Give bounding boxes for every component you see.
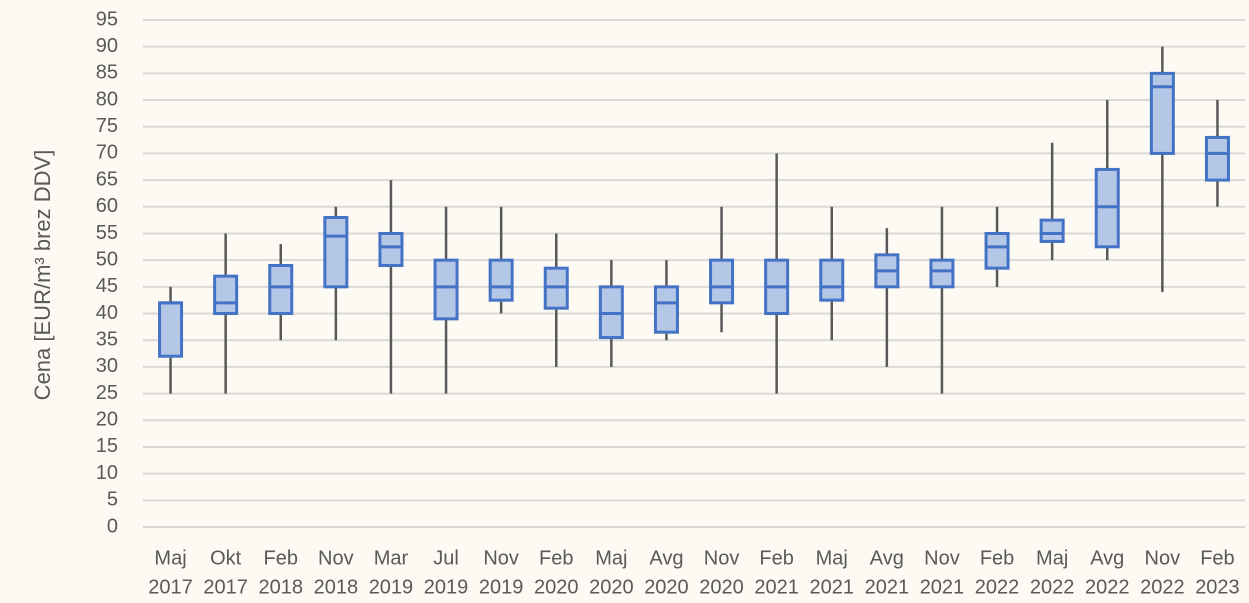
y-tick-label: 95 <box>96 8 118 30</box>
x-tick-label: Maj <box>595 547 627 569</box>
x-tick-label: 2023 <box>1195 576 1240 598</box>
y-tick-label: 70 <box>96 142 118 164</box>
x-tick-label: Nov <box>318 547 354 569</box>
y-tick-label: 40 <box>96 302 118 324</box>
y-tick-label: 0 <box>107 515 118 537</box>
y-tick-label: 15 <box>96 435 118 457</box>
x-tick-label: 2022 <box>1140 576 1185 598</box>
y-tick-label: 5 <box>107 489 118 511</box>
y-tick-label: 20 <box>96 409 118 431</box>
x-tick-label: Jul <box>433 547 459 569</box>
box <box>929 258 955 289</box>
x-tick-label: Nov <box>704 547 740 569</box>
box <box>984 231 1010 270</box>
x-tick-label: 2022 <box>975 576 1020 598</box>
x-tick-label: Feb <box>1200 547 1234 569</box>
x-tick-label: 2020 <box>534 576 579 598</box>
x-tick-label: Feb <box>264 547 298 569</box>
x-tick-label: Nov <box>483 547 519 569</box>
y-tick-label: 45 <box>96 275 118 297</box>
x-tick-label: 2020 <box>644 576 689 598</box>
box <box>213 274 239 316</box>
y-tick-label: 75 <box>96 115 118 137</box>
x-tick-label: 2019 <box>479 576 524 598</box>
box <box>378 231 404 267</box>
y-tick-label: 60 <box>96 195 118 217</box>
x-tick-label: 2018 <box>314 576 359 598</box>
y-tick-label: 55 <box>96 222 118 244</box>
x-tick-label: Nov <box>924 547 960 569</box>
x-tick-label: 2022 <box>1085 576 1130 598</box>
y-tick-label: 10 <box>96 462 118 484</box>
x-tick-label: 2020 <box>699 576 744 598</box>
y-tick-label: 85 <box>96 62 118 84</box>
box <box>1149 71 1175 155</box>
box <box>1039 218 1065 243</box>
x-tick-label: 2021 <box>810 576 855 598</box>
x-tick-label: Feb <box>539 547 573 569</box>
x-tick-label: Mar <box>374 547 409 569</box>
box <box>323 215 349 289</box>
box <box>488 258 514 302</box>
x-tick-label: 2018 <box>259 576 304 598</box>
y-tick-label: 30 <box>96 355 118 377</box>
box <box>1204 135 1230 182</box>
y-tick-label: 80 <box>96 88 118 110</box>
y-tick-label: 90 <box>96 35 118 57</box>
x-tick-label: Maj <box>154 547 186 569</box>
x-tick-label: 2019 <box>369 576 414 598</box>
x-tick-label: Nov <box>1145 547 1181 569</box>
x-tick-label: 2017 <box>148 576 193 598</box>
x-tick-label: 2017 <box>203 576 248 598</box>
x-tick-label: Feb <box>980 547 1014 569</box>
box <box>433 258 459 321</box>
x-tick-label: Avg <box>649 547 683 569</box>
x-tick-label: 2021 <box>754 576 799 598</box>
box <box>158 301 184 358</box>
x-tick-label: Okt <box>210 547 242 569</box>
x-tick-label: 2021 <box>865 576 910 598</box>
x-tick-label: Maj <box>816 547 848 569</box>
y-tick-label: 50 <box>96 248 118 270</box>
x-tick-label: Avg <box>870 547 904 569</box>
y-tick-label: 25 <box>96 382 118 404</box>
x-tick-label: Feb <box>759 547 793 569</box>
box <box>819 258 845 302</box>
x-tick-label: Avg <box>1090 547 1124 569</box>
y-tick-label: 35 <box>96 328 118 350</box>
box <box>653 285 679 334</box>
x-tick-label: Maj <box>1036 547 1068 569</box>
x-tick-label: 2021 <box>920 576 965 598</box>
x-tick-label: 2022 <box>1030 576 1075 598</box>
y-axis-label: Cena [EUR/m³ brez DDV] <box>30 150 55 401</box>
y-tick-label: 65 <box>96 168 118 190</box>
x-tick-label: 2019 <box>424 576 469 598</box>
box <box>709 258 735 305</box>
x-tick-label: 2020 <box>589 576 634 598</box>
box <box>268 263 294 316</box>
